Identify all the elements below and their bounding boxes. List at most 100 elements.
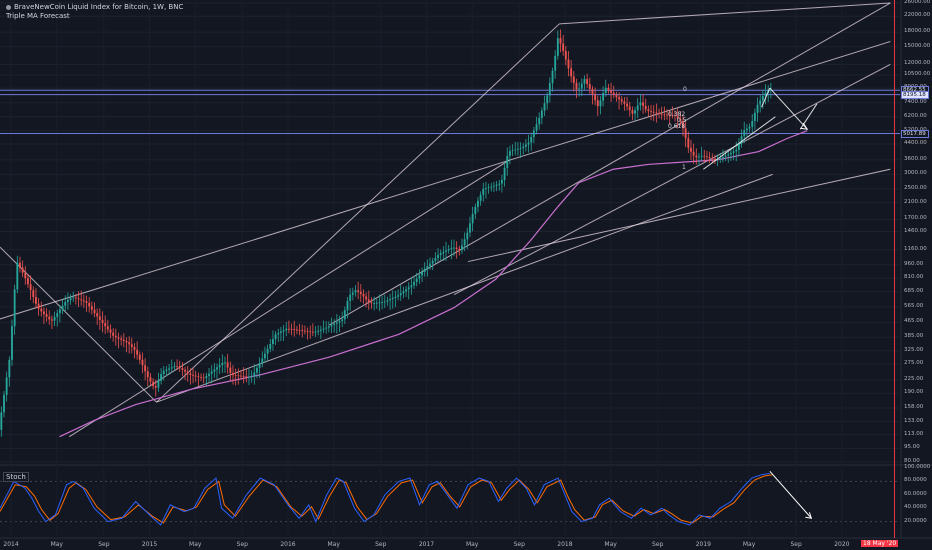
candle-body — [101, 319, 104, 324]
fib-level-label: 0.5 — [677, 116, 687, 124]
candle-body — [610, 90, 613, 93]
candle-body — [548, 83, 551, 96]
candle-body — [474, 206, 477, 214]
candle-body — [570, 68, 573, 77]
candle-body — [66, 300, 69, 303]
time-tick-label: 2018 — [557, 541, 573, 548]
symbol-legend[interactable]: BraveNewCoin Liquid Index for Bitcoin, 1… — [6, 3, 183, 11]
candle-body — [303, 330, 306, 332]
price-tick-label: 158.00 — [904, 403, 924, 410]
price-tick-label: 7400.00 — [904, 98, 927, 105]
candle-body — [676, 116, 679, 119]
candle-body — [50, 319, 53, 321]
candle-body — [623, 101, 626, 104]
candle-body — [162, 370, 165, 375]
candle-body — [11, 326, 13, 360]
candle-body — [658, 113, 660, 114]
candle-body — [125, 340, 128, 343]
candle-body — [652, 111, 655, 113]
candle-body — [599, 100, 602, 107]
candle-body — [503, 167, 506, 180]
time-tick-label: Sep — [98, 541, 110, 548]
candle-body — [240, 375, 242, 377]
candle-body — [13, 289, 16, 327]
time-tick-label: May — [189, 541, 202, 548]
osc-tick-label: 60.0000 — [904, 490, 927, 497]
indicator-legend[interactable]: Triple MA Forecast — [6, 12, 70, 20]
candle-body — [229, 367, 232, 373]
candle-body — [317, 330, 320, 332]
candle-body — [274, 334, 277, 340]
candle-body — [745, 128, 748, 131]
stoch-k-line — [0, 472, 770, 526]
candle-body — [461, 245, 463, 251]
candle-body — [588, 83, 591, 89]
candle-body — [218, 365, 221, 368]
candle-body — [122, 339, 125, 341]
time-tick-label: 2020 — [834, 541, 850, 548]
candle-body — [418, 275, 421, 279]
candle-body — [80, 299, 83, 301]
candle-body — [40, 308, 43, 312]
candle-body — [176, 366, 179, 367]
candle-body — [655, 112, 658, 114]
candle-body — [620, 99, 623, 102]
candle-body — [114, 335, 117, 338]
candle-body — [370, 302, 373, 304]
candle-body — [580, 83, 583, 89]
candle-body — [85, 301, 88, 303]
price-tick-label: 80.00 — [904, 458, 920, 464]
candle-body — [687, 138, 690, 148]
trendline — [453, 63, 891, 295]
candle-body — [522, 146, 525, 149]
candle-body — [527, 142, 530, 145]
candle-body — [381, 302, 384, 304]
candle-body — [210, 371, 213, 374]
candle-body — [455, 247, 458, 249]
forecast-line — [799, 103, 818, 130]
candle-body — [439, 253, 442, 256]
candle-body — [556, 38, 559, 56]
candle-body — [391, 297, 394, 300]
price-tick-label: 810.00 — [904, 274, 924, 281]
time-tick-label: May — [327, 541, 340, 548]
candle-body — [208, 373, 210, 376]
candle-body — [96, 313, 99, 317]
candle-body — [330, 325, 333, 327]
time-tick-label: Sep — [790, 541, 802, 548]
candle-body — [493, 185, 495, 187]
candle-body — [764, 92, 767, 97]
candle-body — [200, 376, 202, 378]
candle-body — [615, 95, 618, 98]
candle-body — [285, 328, 288, 331]
candle-body — [530, 136, 533, 143]
candle-body — [543, 103, 546, 111]
candle-body — [546, 95, 549, 104]
candle-body — [221, 362, 224, 366]
candle-body — [279, 331, 282, 333]
trendline — [156, 23, 560, 403]
price-tick-label: 3600.00 — [904, 155, 927, 162]
candle-body — [258, 363, 261, 368]
candle-body — [287, 328, 290, 330]
candle-body — [453, 247, 455, 249]
candle-body — [157, 380, 160, 388]
candles — [0, 29, 772, 437]
price-tick-label: 565.00 — [904, 302, 924, 309]
stoch-legend[interactable]: Stoch — [3, 472, 29, 482]
candle-body — [64, 302, 67, 306]
time-tick-label: May — [604, 541, 617, 548]
fib-level-label: 0 — [683, 86, 687, 94]
time-tick-label: May — [465, 541, 479, 548]
candle-body — [306, 331, 309, 332]
price-level-tag: 5017.89 — [901, 129, 929, 138]
candle-body — [327, 326, 330, 328]
candle-body — [471, 213, 474, 224]
candle-body — [213, 369, 216, 372]
candle-body — [684, 128, 687, 139]
osc-tick-label: 100.0000 — [904, 464, 931, 470]
candle-body — [429, 263, 431, 267]
candle-body — [319, 329, 322, 331]
candle-body — [301, 330, 304, 332]
